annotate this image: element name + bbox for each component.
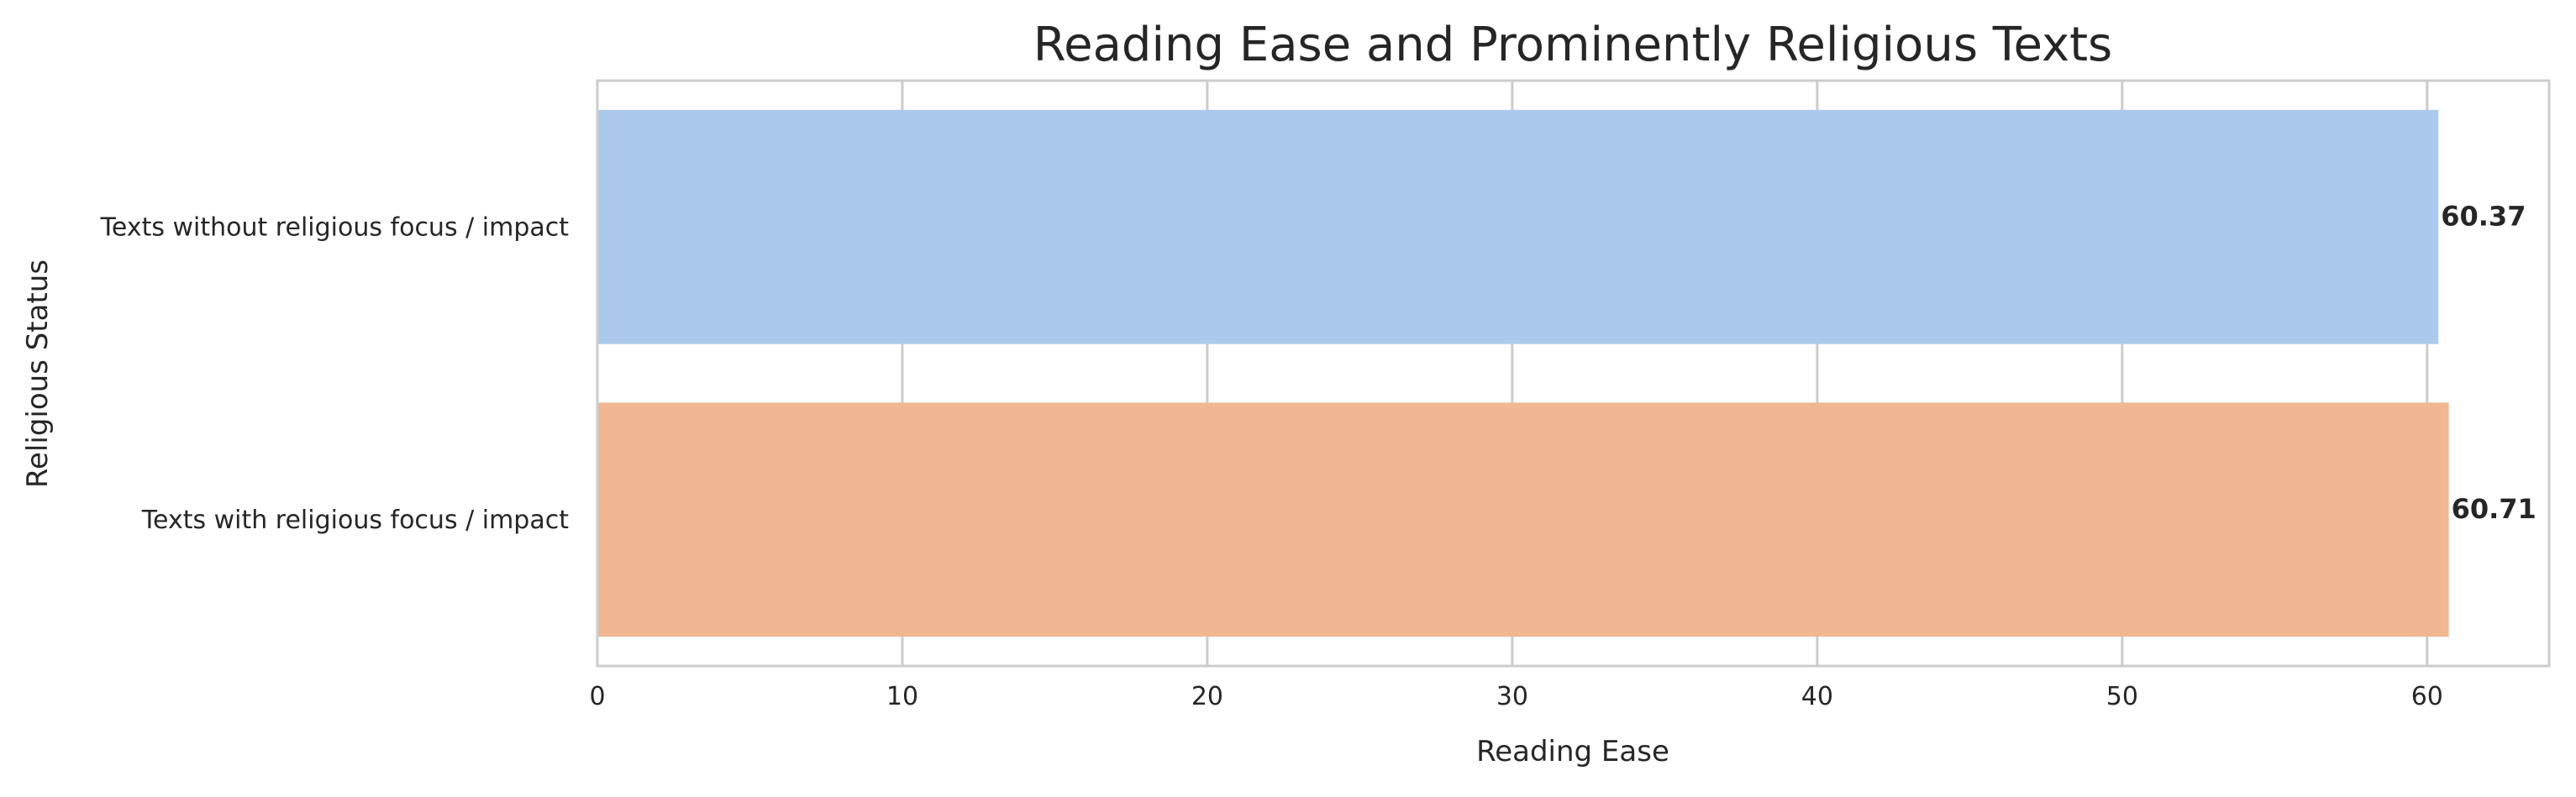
x-tick-label: 50 <box>2106 682 2138 711</box>
y-axis-label: Religious Status <box>21 260 55 488</box>
x-tick-label: 0 <box>589 682 605 711</box>
x-tick-label: 30 <box>1496 682 1528 711</box>
data-label: 60.71 <box>2452 493 2537 525</box>
y-tick-label: Texts with religious focus / impact <box>141 506 569 535</box>
chart-title: Reading Ease and Prominently Religious T… <box>1033 18 2112 72</box>
y-tick-labels: Texts without religious focus / impact Te… <box>100 212 570 535</box>
x-axis-label: Reading Ease <box>1476 735 1669 768</box>
bar <box>597 109 2439 344</box>
y-tick-label: Texts without religious focus / impact <box>100 212 570 242</box>
x-tick-labels: 0 10 20 30 40 50 60 <box>589 682 2442 711</box>
x-tick-label: 40 <box>1801 682 1833 711</box>
x-tick-label: 10 <box>886 682 918 711</box>
data-label: 60.37 <box>2441 200 2526 232</box>
data-labels: 60.37 60.71 <box>2441 200 2537 525</box>
plot-frame <box>596 79 2551 668</box>
x-tick-label: 20 <box>1191 682 1223 711</box>
bar <box>597 402 2449 637</box>
x-tick-label: 60 <box>2411 682 2443 711</box>
bars <box>597 109 2449 637</box>
